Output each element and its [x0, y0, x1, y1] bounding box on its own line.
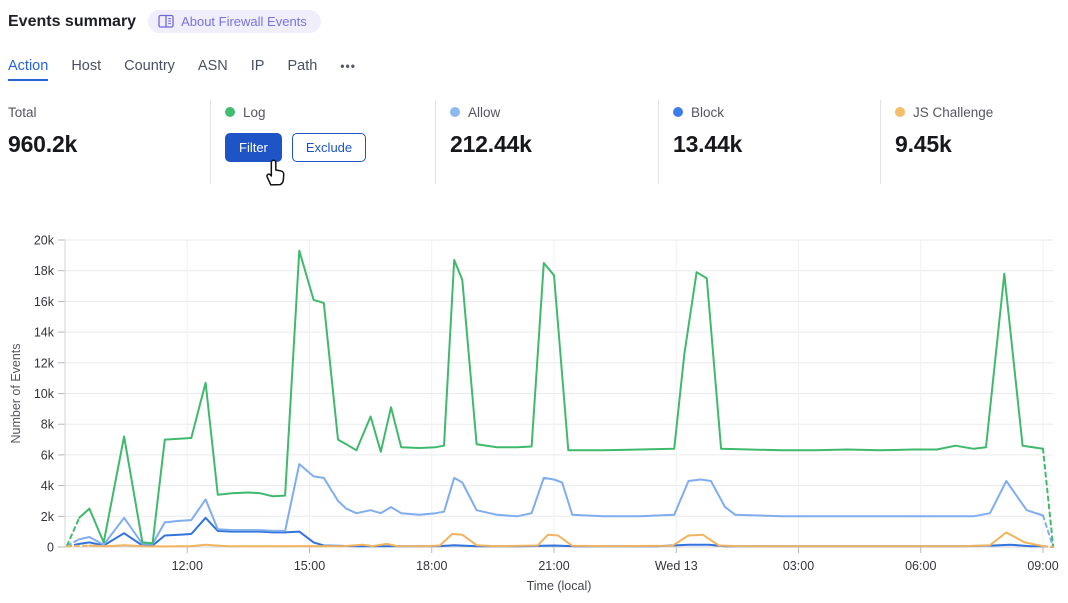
- series-dashed-segment-log: [66, 516, 81, 547]
- x-tick-label: 06:00: [905, 559, 936, 573]
- stat-block: Block 13.44k: [658, 100, 880, 184]
- series-dashed-segment-js-challenge: [66, 544, 91, 548]
- js-challenge-legend-dot: [895, 107, 905, 117]
- y-tick-label: 2k: [41, 510, 55, 524]
- more-tabs-ellipsis-icon[interactable]: •••: [340, 59, 356, 73]
- x-tick-label: 12:00: [172, 559, 203, 573]
- page-title: Events summary: [8, 12, 137, 30]
- y-tick-label: 4k: [41, 479, 55, 493]
- chart-canvas[interactable]: 0 2k 4k 6k 8k 10k 12k 14k 16k 18k 20k 12:00 15:00 18:…: [0, 228, 1068, 598]
- series-dashed-segment-js-challenge: [1042, 545, 1055, 548]
- js-challenge-label: JS Challenge: [913, 104, 994, 120]
- x-tick-label: 09:00: [1027, 559, 1058, 573]
- block-label: Block: [691, 104, 725, 120]
- x-tick-label: Wed 13: [655, 559, 698, 573]
- total-label: Total: [8, 104, 37, 120]
- total-value: 960.2k: [8, 131, 78, 157]
- stat-total: Total 960.2k: [0, 100, 210, 184]
- y-axis-title: Number of Events: [9, 343, 23, 443]
- series-line-js-challenge: [88, 531, 1044, 548]
- block-legend-dot: [673, 107, 683, 117]
- x-tick-label: 15:00: [294, 559, 325, 573]
- x-tick-label: 03:00: [783, 559, 814, 573]
- js-challenge-value: 9.45k: [895, 131, 952, 157]
- tab-country[interactable]: Country: [124, 58, 175, 74]
- group-by-tabs: Action Host Country ASN IP Path •••: [8, 58, 356, 81]
- y-tick-label: 20k: [34, 234, 55, 248]
- x-grid-and-labels: 12:00 15:00 18:00 21:00 Wed 13 03:00 06:00 09:0…: [172, 240, 1059, 573]
- exclude-button[interactable]: Exclude: [291, 133, 367, 162]
- series-dashed-segment-allow: [66, 538, 81, 547]
- x-tick-label: 21:00: [538, 559, 569, 573]
- y-tick-label: 0: [47, 541, 54, 555]
- tab-asn[interactable]: ASN: [197, 58, 228, 74]
- stat-log: Log Filter Exclude: [210, 100, 435, 184]
- tab-path[interactable]: Path: [287, 58, 318, 74]
- y-tick-label: 16k: [34, 295, 55, 309]
- x-axis-title: Time (local): [527, 579, 592, 593]
- y-tick-label: 6k: [41, 448, 55, 462]
- page-header: Events summary About Firewall Events: [8, 10, 321, 33]
- allow-value: 212.44k: [450, 131, 532, 157]
- block-value: 13.44k: [673, 131, 743, 157]
- series-line-log: [78, 249, 1044, 545]
- series-line-allow: [78, 463, 1044, 546]
- series-dashed-segment-log: [1042, 447, 1055, 548]
- log-label: Log: [243, 104, 266, 120]
- allow-legend-dot: [450, 107, 460, 117]
- log-legend-dot: [225, 107, 235, 117]
- y-tick-label: 12k: [34, 356, 55, 370]
- y-tick-label: 8k: [41, 418, 55, 432]
- open-book-icon: [158, 14, 174, 28]
- y-grid-and-labels: 0 2k 4k 6k 8k 10k 12k 14k 16k 18k 20k: [34, 234, 1053, 555]
- y-tick-label: 10k: [34, 387, 55, 401]
- stats-row: Total 960.2k Log Filter Exclude Allow 21…: [0, 100, 1068, 184]
- y-tick-label: 14k: [34, 326, 55, 340]
- y-tick-label: 18k: [34, 264, 55, 278]
- about-firewall-events-badge[interactable]: About Firewall Events: [148, 10, 321, 33]
- about-badge-label: About Firewall Events: [181, 14, 307, 29]
- allow-label: Allow: [468, 104, 501, 120]
- events-time-series-chart[interactable]: 0 2k 4k 6k 8k 10k 12k 14k 16k 18k 20k 12:00 15:00 18:…: [0, 228, 1068, 598]
- tab-host[interactable]: Host: [71, 58, 102, 74]
- tab-action[interactable]: Action: [8, 58, 49, 81]
- stat-allow: Allow 212.44k: [435, 100, 658, 184]
- filter-button[interactable]: Filter: [225, 133, 282, 162]
- stat-js-challenge: JS Challenge 9.45k: [880, 100, 1068, 184]
- tab-ip[interactable]: IP: [250, 58, 265, 74]
- series-line-block: [78, 516, 1044, 548]
- x-tick-label: 18:00: [416, 559, 447, 573]
- series-dashed-segment-allow: [1042, 514, 1055, 548]
